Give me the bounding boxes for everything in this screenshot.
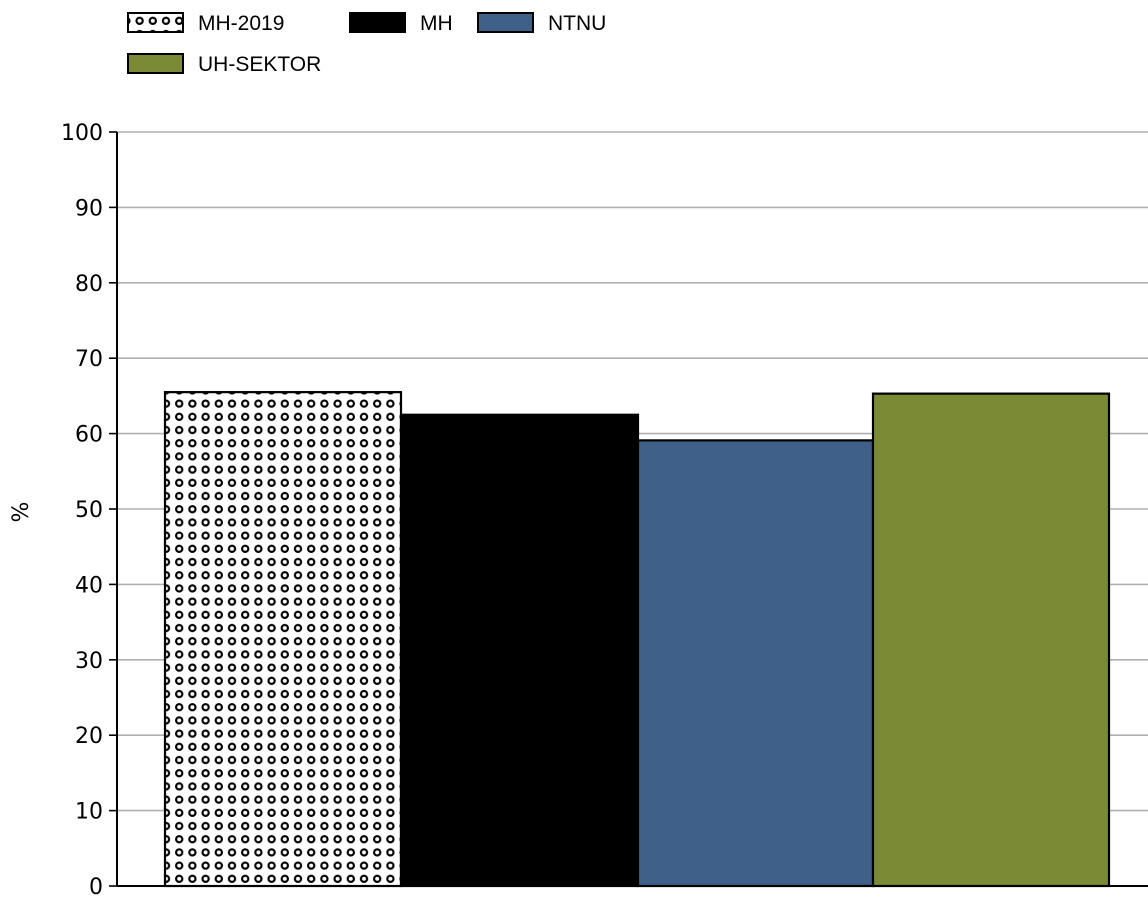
y-axis-label: % xyxy=(9,502,34,523)
legend-swatch-uh-sektor xyxy=(127,53,184,74)
y-tick-label-50: 50 xyxy=(75,498,103,523)
legend-label-uh-sektor: UH-SEKTOR xyxy=(198,53,321,76)
y-tick-label-100: 100 xyxy=(61,121,103,146)
y-tick-label-20: 20 xyxy=(75,724,103,749)
y-tick-label-70: 70 xyxy=(75,347,103,372)
bar-mh-2019 xyxy=(163,391,403,888)
legend-label-mh-2019: MH-2019 xyxy=(198,12,284,35)
y-axis-ticks: 0 10 20 30 40 50 60 70 80 90 100 xyxy=(61,121,117,898)
y-tick-label-0: 0 xyxy=(89,875,103,898)
legend: MH-2019 MH NTNU UH-SEKTOR xyxy=(127,12,606,76)
y-tick-label-30: 30 xyxy=(75,649,103,674)
bar-ntnu xyxy=(636,439,875,888)
bar-uh-sektor xyxy=(871,392,1111,888)
y-tick-label-40: 40 xyxy=(75,573,103,598)
bars xyxy=(163,391,1111,888)
y-tick-label-10: 10 xyxy=(75,800,103,825)
legend-label-mh: MH xyxy=(420,12,453,35)
y-tick-label-80: 80 xyxy=(75,272,103,297)
legend-swatch-mh-2019 xyxy=(127,12,184,33)
y-tick-label-60: 60 xyxy=(75,423,103,448)
y-tick-label-90: 90 xyxy=(75,196,103,221)
legend-label-ntnu: NTNU xyxy=(548,12,606,35)
legend-swatch-ntnu xyxy=(477,12,534,33)
bar-mh xyxy=(399,413,640,888)
legend-swatch-mh xyxy=(349,12,406,33)
